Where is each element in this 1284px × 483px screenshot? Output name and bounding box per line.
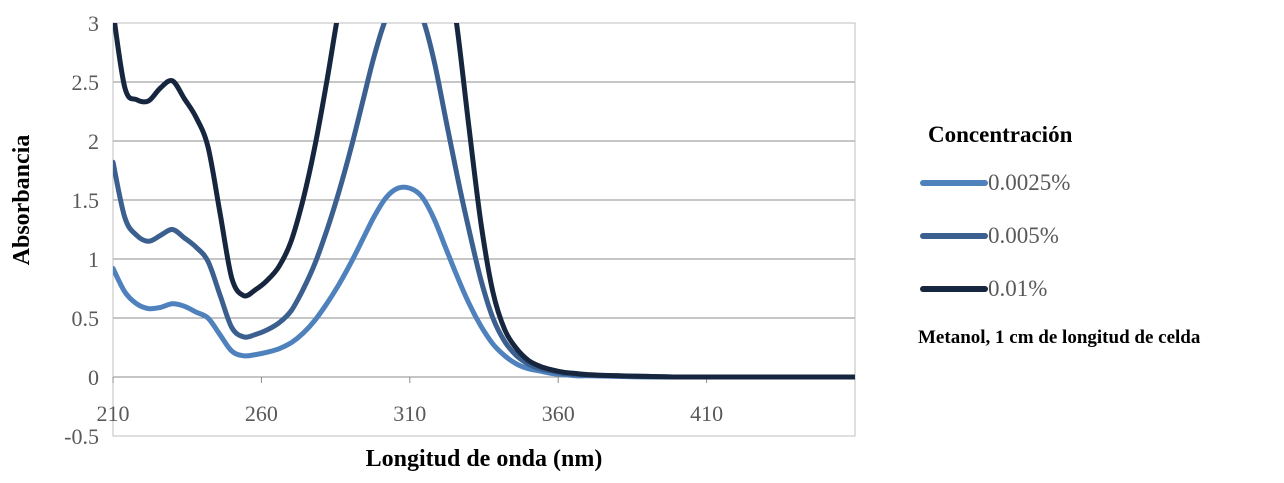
y-tick-label: 1.5 <box>72 188 100 213</box>
legend-swatch <box>920 233 988 239</box>
x-tick-label: 260 <box>245 401 278 426</box>
series-line-2 <box>113 23 855 380</box>
y-axis-title: Absorbancia <box>9 135 35 266</box>
legend-item-0-005: 0.005% <box>920 223 1284 249</box>
x-tick-label: 310 <box>393 401 426 426</box>
series-line-1 <box>113 23 855 380</box>
x-axis-title: Longitud de onda (nm) <box>366 446 603 472</box>
series-lines <box>113 23 855 380</box>
legend-label: 0.005% <box>988 223 1059 248</box>
x-tick-label: 210 <box>97 401 130 426</box>
legend-item-0-01: 0.01% <box>920 276 1284 302</box>
legend-swatch <box>920 180 988 186</box>
x-tick-label: 410 <box>690 401 723 426</box>
y-tick-label: 3 <box>88 11 99 36</box>
legend-title: Concentración <box>928 122 1073 147</box>
y-tick-label: 1 <box>88 247 99 272</box>
y-tick-label: 0.5 <box>72 306 100 331</box>
y-tick-label: 2 <box>88 129 99 154</box>
legend-label: 0.0025% <box>988 170 1071 195</box>
plot-border <box>112 22 856 437</box>
y-tick-label: -0.5 <box>64 424 99 449</box>
gridlines <box>112 22 856 437</box>
x-tick-label: 360 <box>542 401 575 426</box>
y-tick-label: 2.5 <box>72 70 100 95</box>
legend: Concentración 0.0025% 0.005% 0.01% Metan… <box>918 122 1284 349</box>
x-tick-labels: 210 260 310 360 410 <box>97 401 724 426</box>
legend-item-0-0025: 0.0025% <box>920 170 1284 196</box>
chart-note: Metanol, 1 cm de longitud de celda <box>918 327 1201 348</box>
legend-swatch <box>920 286 988 292</box>
y-tick-label: 0 <box>88 365 99 390</box>
legend-label: 0.01% <box>988 276 1048 301</box>
y-tick-labels: 3 2.5 2 1.5 1 0.5 0 -0.5 <box>64 11 99 449</box>
